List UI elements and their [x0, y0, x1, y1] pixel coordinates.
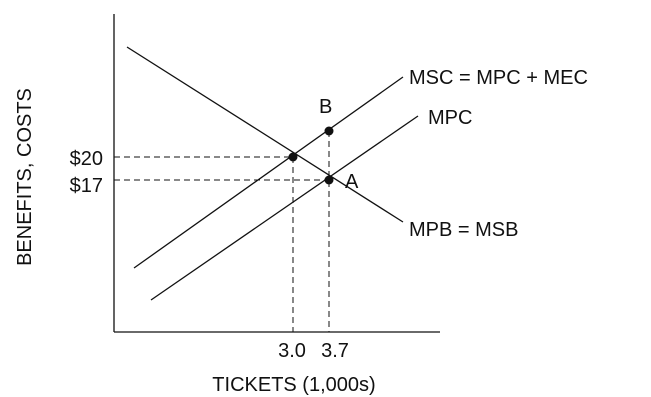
msc-label: MSC = MPC + MEC [409, 67, 588, 89]
point-a [324, 175, 334, 185]
y-tick-20: $20 [70, 148, 103, 170]
social-optimum-point [288, 152, 298, 162]
point-b-label: B [319, 96, 332, 118]
point-b [324, 126, 334, 136]
mpb-msb-curve [126, 46, 404, 223]
point-a-label: A [345, 171, 359, 193]
x-axis-title: TICKETS (1,000s) [212, 374, 375, 396]
mpc-label: MPC [428, 107, 472, 129]
y-axis-title: BENEFITS, COSTS [14, 88, 36, 266]
x-tick-3-0: 3.0 [278, 340, 306, 362]
mpc-curve [150, 115, 419, 301]
mpb-msb-label: MPB = MSB [409, 219, 518, 241]
x-tick-3-7: 3.7 [321, 340, 349, 362]
msc-curve [133, 76, 404, 269]
y-tick-17: $17 [70, 175, 103, 197]
